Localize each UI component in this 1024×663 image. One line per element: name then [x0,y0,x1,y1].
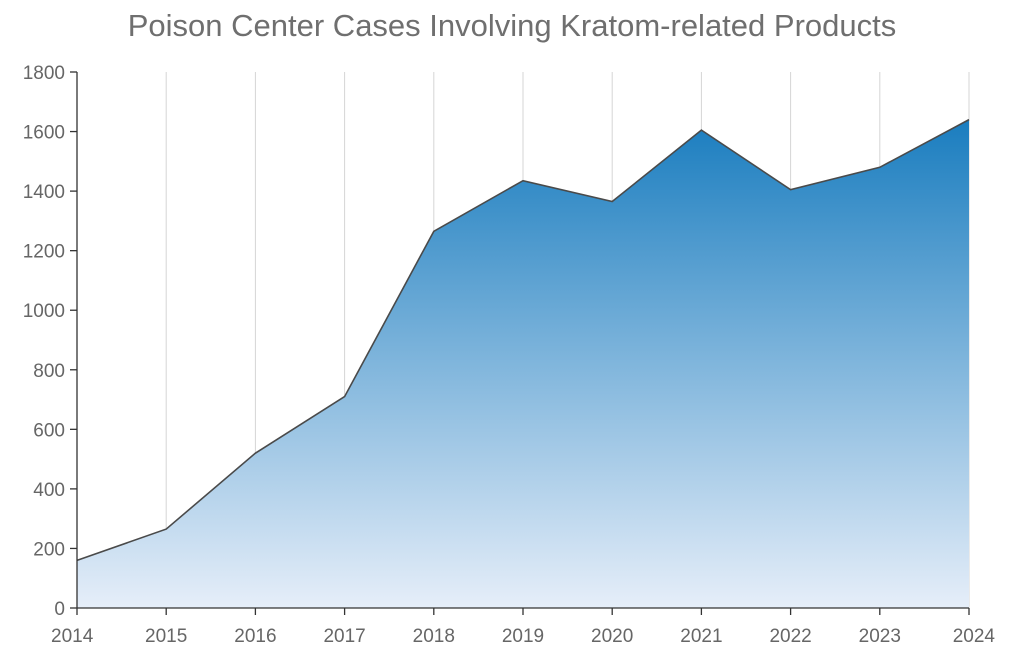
x-tick-label-2021: 2021 [680,626,722,647]
x-tick-label-2019: 2019 [502,626,544,647]
y-tick-label-1800: 1800 [23,63,65,84]
x-tick-label-2014: 2014 [51,626,94,647]
x-tick-label-2024: 2024 [953,626,996,647]
y-tick-label-0: 0 [54,599,65,620]
x-tick-label-2016: 2016 [234,626,276,647]
y-tick-label-1000: 1000 [23,301,65,322]
x-tick-label-2020: 2020 [591,626,633,647]
y-tick-label-800: 800 [33,361,65,382]
x-tick-label-2015: 2015 [145,626,187,647]
x-tick-label-2017: 2017 [323,626,365,647]
x-tick-label-2022: 2022 [769,626,811,647]
x-tick-label-2023: 2023 [859,626,901,647]
y-tick-label-1400: 1400 [23,182,65,203]
y-tick-label-1200: 1200 [23,242,65,263]
area-fill [77,119,969,608]
x-tick-label-2018: 2018 [413,626,455,647]
chart-title: Poison Center Cases Involving Kratom-rel… [127,8,897,43]
series-line [76,118,970,562]
y-tick-label-400: 400 [33,480,65,501]
y-tick-labels: 0 200 400 600 800 1000 1200 1400 1600 1800 [23,63,77,620]
x-tick-labels: 2014 2015 2016 2017 2018 2019 2020 2021 2022 2023… [51,608,995,647]
y-tick-label-1600: 1600 [23,123,65,144]
y-tick-label-600: 600 [33,420,65,441]
y-tick-label-200: 200 [33,539,65,560]
